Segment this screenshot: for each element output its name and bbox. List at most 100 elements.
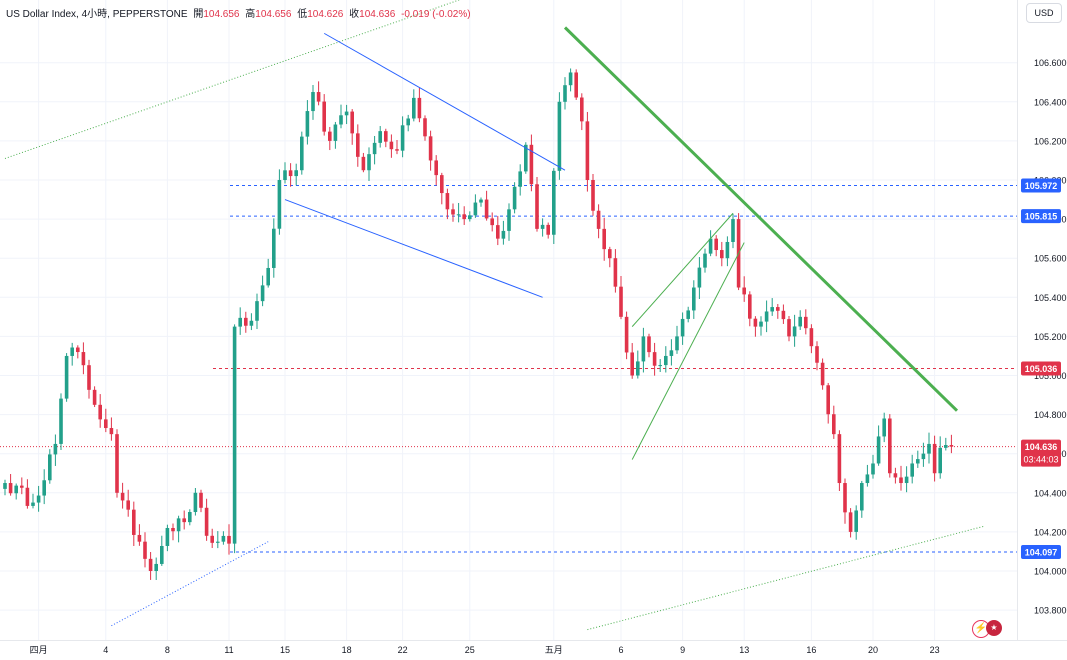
level-price-tag xyxy=(1021,545,1061,560)
candle-body xyxy=(865,474,870,484)
flash-icon[interactable]: ⚡ xyxy=(972,620,990,638)
y-tick-label: 104.200 xyxy=(1034,527,1067,537)
candle-body xyxy=(484,199,489,219)
level-price-tag xyxy=(1021,209,1061,224)
candle-body xyxy=(949,445,954,447)
candle-body xyxy=(221,535,226,542)
candle-body xyxy=(596,210,601,229)
candle-body xyxy=(658,365,662,367)
candle-body xyxy=(860,483,864,511)
last-price-tag xyxy=(1021,439,1061,467)
candle-body xyxy=(395,149,399,151)
candle-body xyxy=(753,318,758,327)
x-tick-label: 18 xyxy=(342,645,352,655)
candle-body xyxy=(322,101,326,132)
candle-body xyxy=(238,317,242,327)
dotted-trendlines xyxy=(4,0,986,631)
candle-body xyxy=(160,545,164,564)
candle-body xyxy=(25,487,30,506)
candle-body xyxy=(764,311,769,322)
candle-body xyxy=(42,480,46,496)
candle-body xyxy=(932,443,937,474)
candle-body xyxy=(305,111,310,137)
trendline-channel-upper xyxy=(323,32,566,171)
candle-body xyxy=(591,180,595,211)
candle-body xyxy=(412,97,416,119)
candle-body xyxy=(804,316,808,329)
candle-body xyxy=(216,541,220,543)
y-tick-label: 105.400 xyxy=(1034,293,1067,303)
currency-button[interactable]: USD xyxy=(1026,3,1062,23)
candle-body xyxy=(876,436,881,464)
candle-body xyxy=(815,346,819,363)
candle-body xyxy=(798,316,802,327)
candle-body xyxy=(440,175,444,194)
candle-body xyxy=(882,418,886,437)
candle-body xyxy=(826,385,830,415)
candle-body xyxy=(199,492,203,508)
trendline-dotted-lower xyxy=(587,525,986,631)
candle-body xyxy=(927,443,931,454)
candle-body xyxy=(154,563,158,571)
candle-body xyxy=(406,118,410,126)
x-tick-label: 13 xyxy=(739,645,749,655)
x-tick-label: 11 xyxy=(224,645,233,655)
x-tick-label: 五月 xyxy=(545,645,563,655)
trendline-green-trend xyxy=(563,26,959,412)
candle-body xyxy=(356,133,360,157)
candle-body xyxy=(848,512,853,532)
candle-body xyxy=(636,361,640,376)
candle-body xyxy=(496,225,500,239)
candle-body xyxy=(540,224,545,229)
low-label: 低 xyxy=(297,9,308,20)
candle-body xyxy=(843,483,847,513)
time-axis[interactable]: 四月 4 8 11 15 18 22 25 五月 6 9 13 16 20 23 xyxy=(30,645,940,655)
candle-body xyxy=(720,250,724,259)
candle-body xyxy=(3,483,7,489)
candle-body xyxy=(490,218,494,226)
candle-body xyxy=(8,483,13,494)
candle-body xyxy=(300,136,304,171)
symbol-title[interactable]: US Dollar Index, 4小時, PEPPERSTONE xyxy=(6,9,188,20)
candle-body xyxy=(384,131,388,142)
candle-body xyxy=(630,352,634,376)
candle-body xyxy=(602,228,606,250)
candle-body xyxy=(333,124,338,141)
candle-body xyxy=(708,238,713,254)
candle-body xyxy=(473,202,478,216)
candle-body xyxy=(697,267,702,288)
candle-body xyxy=(344,111,349,116)
level-price-tag xyxy=(1021,178,1061,193)
candle-body xyxy=(361,156,366,171)
y-tick-label: 106.200 xyxy=(1034,136,1067,146)
candle-body xyxy=(731,219,735,242)
candle-body xyxy=(675,336,679,351)
candle-body xyxy=(283,170,287,180)
candle-body xyxy=(664,355,668,366)
candle-body xyxy=(854,510,858,532)
candle-body xyxy=(445,193,450,210)
candle-body xyxy=(244,317,248,326)
y-tick-label: 103.800 xyxy=(1034,606,1067,616)
candle-body xyxy=(423,118,427,137)
candle-body xyxy=(563,85,567,102)
candle-body xyxy=(748,294,752,319)
y-tick-label: 105.600 xyxy=(1034,254,1067,264)
candle-body xyxy=(400,125,405,151)
level-price-tag xyxy=(1021,361,1061,376)
candle-body xyxy=(770,307,774,312)
candle-body xyxy=(288,170,293,177)
candle-body xyxy=(837,434,842,484)
us-flag-icon[interactable]: ★ xyxy=(986,620,1002,636)
time-axis-divider xyxy=(0,640,1067,641)
y-tick-label: 104.000 xyxy=(1034,567,1067,577)
price-axis[interactable]: 103.800104.000104.200104.400104.600104.8… xyxy=(1034,58,1067,615)
x-tick-label: 15 xyxy=(280,645,290,655)
candle-body xyxy=(507,209,511,231)
x-tick-label: 4 xyxy=(103,645,108,655)
candle-body xyxy=(104,419,108,429)
candle-body xyxy=(820,362,825,386)
candle-body xyxy=(787,319,791,337)
candle-body xyxy=(624,316,629,353)
